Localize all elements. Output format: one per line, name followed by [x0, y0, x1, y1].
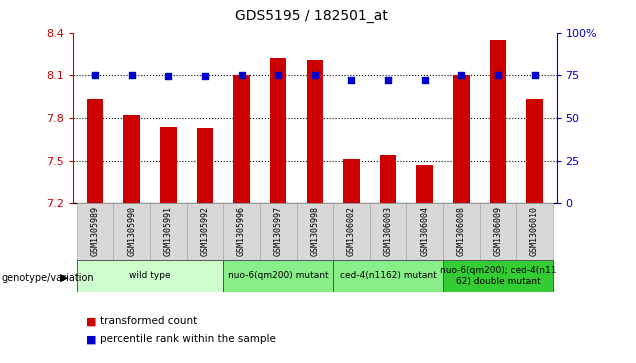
Point: [529, 72, 539, 78]
Bar: [516, 203, 553, 260]
Text: wild type: wild type: [129, 272, 171, 280]
Point: [163, 73, 174, 79]
Bar: [406, 203, 443, 260]
Text: nuo-6(qm200); ced-4(n11
62) double mutant: nuo-6(qm200); ced-4(n11 62) double mutan…: [439, 266, 556, 286]
Bar: [307, 60, 323, 203]
Bar: [343, 159, 360, 203]
Bar: [480, 203, 516, 260]
Text: GSM1305992: GSM1305992: [200, 206, 209, 256]
Text: GSM1305990: GSM1305990: [127, 206, 136, 256]
Bar: [417, 165, 433, 203]
Text: GSM1305991: GSM1305991: [164, 206, 173, 256]
Bar: [197, 128, 213, 203]
Point: [347, 77, 357, 83]
Bar: [123, 115, 140, 203]
Bar: [260, 203, 296, 260]
Bar: [150, 203, 186, 260]
Bar: [333, 260, 443, 292]
Text: GSM1305989: GSM1305989: [90, 206, 100, 256]
Text: transformed count: transformed count: [100, 316, 197, 326]
Text: GSM1306010: GSM1306010: [530, 206, 539, 256]
Bar: [443, 260, 553, 292]
Text: percentile rank within the sample: percentile rank within the sample: [100, 334, 276, 344]
Bar: [233, 76, 250, 203]
Bar: [453, 76, 469, 203]
Point: [383, 77, 393, 83]
Text: GSM1305998: GSM1305998: [310, 206, 319, 256]
Text: nuo-6(qm200) mutant: nuo-6(qm200) mutant: [228, 272, 329, 280]
Bar: [77, 203, 113, 260]
Bar: [296, 203, 333, 260]
Text: genotype/variation: genotype/variation: [1, 273, 94, 283]
Point: [273, 72, 283, 78]
Bar: [490, 40, 506, 203]
Bar: [443, 203, 480, 260]
Point: [493, 72, 503, 78]
Text: GSM1306009: GSM1306009: [494, 206, 502, 256]
Point: [90, 72, 100, 78]
Point: [200, 73, 210, 79]
Text: GSM1306003: GSM1306003: [384, 206, 392, 256]
Point: [420, 77, 430, 83]
Text: GSM1305996: GSM1305996: [237, 206, 246, 256]
Point: [456, 72, 466, 78]
Point: [310, 72, 320, 78]
Bar: [223, 260, 333, 292]
Text: ■: ■: [86, 316, 97, 326]
Bar: [223, 203, 260, 260]
Bar: [380, 155, 396, 203]
Text: GSM1306004: GSM1306004: [420, 206, 429, 256]
Bar: [333, 203, 370, 260]
Bar: [370, 203, 406, 260]
Bar: [87, 99, 103, 203]
Text: GSM1306008: GSM1306008: [457, 206, 466, 256]
Text: GDS5195 / 182501_at: GDS5195 / 182501_at: [235, 9, 388, 23]
Bar: [270, 58, 286, 203]
Bar: [527, 99, 543, 203]
Text: GSM1306002: GSM1306002: [347, 206, 356, 256]
Text: GSM1305997: GSM1305997: [273, 206, 282, 256]
Text: ■: ■: [86, 334, 97, 344]
Point: [127, 72, 137, 78]
Bar: [160, 126, 177, 203]
Bar: [77, 260, 223, 292]
Bar: [186, 203, 223, 260]
Point: [237, 72, 247, 78]
Bar: [113, 203, 150, 260]
Text: ▶: ▶: [60, 273, 69, 283]
Text: ced-4(n1162) mutant: ced-4(n1162) mutant: [340, 272, 436, 280]
